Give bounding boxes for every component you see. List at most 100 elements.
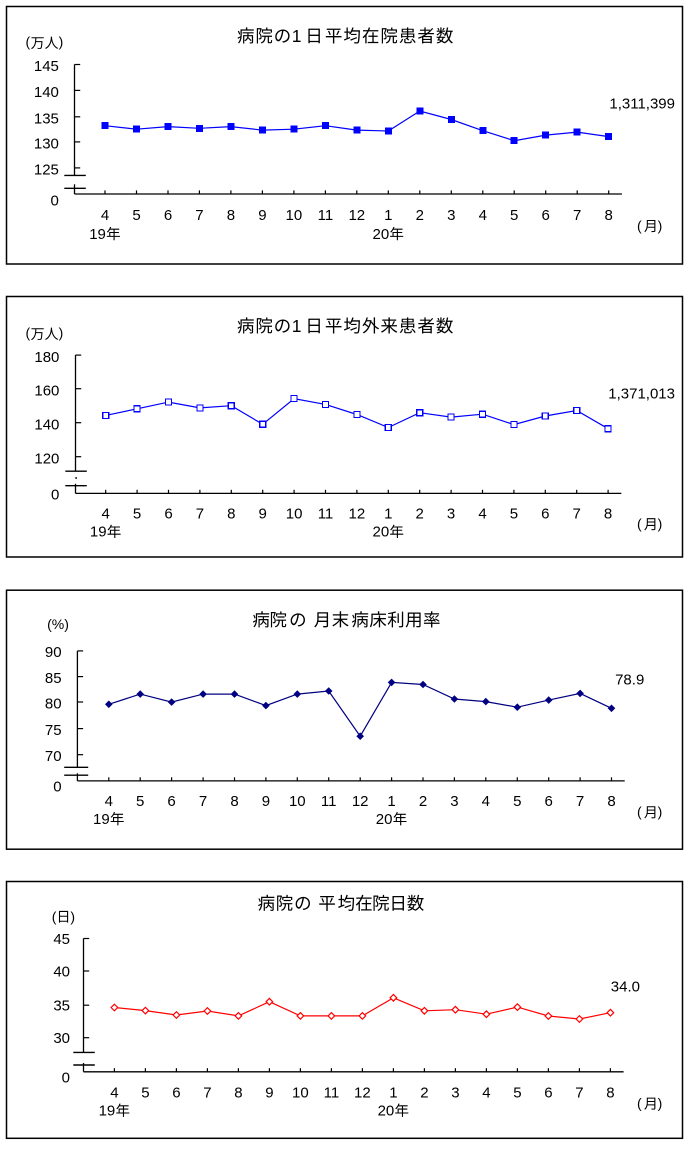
svg-text:20: 20 <box>373 226 390 243</box>
svg-text:9: 9 <box>265 1084 273 1101</box>
svg-text:9: 9 <box>262 793 270 810</box>
svg-text:20: 20 <box>373 524 390 541</box>
svg-text:(: ( <box>637 804 642 820</box>
svg-text:140: 140 <box>34 416 59 433</box>
svg-text:0: 0 <box>51 193 59 210</box>
svg-text:): ) <box>658 217 663 233</box>
svg-text:45: 45 <box>53 931 70 948</box>
svg-text:7: 7 <box>199 793 207 810</box>
svg-text:5: 5 <box>513 793 521 810</box>
svg-text:6: 6 <box>164 207 172 224</box>
svg-text:3: 3 <box>450 793 458 810</box>
svg-text:6: 6 <box>542 207 550 224</box>
svg-text:1: 1 <box>389 1084 397 1101</box>
svg-text:11: 11 <box>318 505 334 522</box>
svg-text:80: 80 <box>45 695 62 712</box>
svg-text:20: 20 <box>376 811 393 828</box>
svg-text:8: 8 <box>227 207 235 224</box>
svg-text:(: ( <box>52 909 57 925</box>
svg-text:5: 5 <box>510 505 518 522</box>
svg-text:130: 130 <box>34 136 59 153</box>
svg-text:5: 5 <box>141 1084 149 1101</box>
svg-text:8: 8 <box>607 793 615 810</box>
svg-text:): ) <box>658 1095 663 1111</box>
svg-text:1: 1 <box>384 505 392 522</box>
svg-text:120: 120 <box>34 450 59 467</box>
svg-text:9: 9 <box>258 207 266 224</box>
svg-text:12: 12 <box>352 793 369 810</box>
svg-text:7: 7 <box>203 1084 211 1101</box>
svg-text:(: ( <box>637 516 642 532</box>
svg-text:1: 1 <box>292 316 302 336</box>
svg-text:8: 8 <box>606 1084 614 1101</box>
svg-text:): ) <box>658 516 663 532</box>
svg-text:4: 4 <box>482 1084 490 1101</box>
svg-text:(: ( <box>637 1095 642 1111</box>
svg-text:8: 8 <box>234 1084 242 1101</box>
svg-text:4: 4 <box>482 793 490 810</box>
svg-text:12: 12 <box>354 1084 371 1101</box>
svg-text:10: 10 <box>289 793 306 810</box>
svg-text:3: 3 <box>447 207 455 224</box>
svg-text:160: 160 <box>34 382 59 399</box>
svg-text:11: 11 <box>321 793 337 810</box>
svg-text:70: 70 <box>45 748 62 765</box>
svg-text:9: 9 <box>259 505 267 522</box>
svg-text:11: 11 <box>318 207 334 224</box>
svg-text:1: 1 <box>387 793 395 810</box>
svg-text:): ) <box>70 909 75 925</box>
svg-text:12: 12 <box>349 505 366 522</box>
svg-text:140: 140 <box>34 84 59 101</box>
svg-text:(%): (%) <box>47 616 69 632</box>
svg-text:4: 4 <box>479 207 487 224</box>
svg-text:7: 7 <box>195 207 203 224</box>
svg-text:4: 4 <box>101 207 109 224</box>
svg-text:135: 135 <box>34 111 59 128</box>
svg-text:5: 5 <box>136 793 144 810</box>
svg-text:10: 10 <box>286 505 303 522</box>
svg-text:19: 19 <box>89 226 106 243</box>
svg-text:1,311,399: 1,311,399 <box>609 96 675 113</box>
svg-text:1: 1 <box>292 26 302 46</box>
svg-text:3: 3 <box>447 505 455 522</box>
svg-text:): ) <box>59 33 64 49</box>
svg-text:1: 1 <box>384 207 392 224</box>
svg-text:0: 0 <box>53 779 61 796</box>
svg-text:0: 0 <box>62 1069 70 1086</box>
svg-text:85: 85 <box>45 670 62 687</box>
svg-text:12: 12 <box>348 207 365 224</box>
svg-text:7: 7 <box>573 207 581 224</box>
svg-text:5: 5 <box>133 505 141 522</box>
svg-text:): ) <box>59 324 64 340</box>
svg-text:(: ( <box>637 217 642 233</box>
svg-text:30: 30 <box>53 1030 70 1047</box>
svg-text:8: 8 <box>227 505 235 522</box>
svg-text:2: 2 <box>416 207 424 224</box>
svg-text:4: 4 <box>105 793 113 810</box>
svg-text:4: 4 <box>102 505 110 522</box>
svg-text:5: 5 <box>510 207 518 224</box>
svg-text:(: ( <box>26 33 31 49</box>
svg-text:4: 4 <box>110 1084 118 1101</box>
svg-text:7: 7 <box>573 505 581 522</box>
svg-text:90: 90 <box>45 644 62 661</box>
svg-text:180: 180 <box>34 349 59 366</box>
svg-text:4: 4 <box>478 505 486 522</box>
svg-text:20: 20 <box>378 1102 395 1119</box>
svg-text:78.9: 78.9 <box>615 671 644 688</box>
svg-text:10: 10 <box>286 207 303 224</box>
svg-text:35: 35 <box>53 998 70 1015</box>
svg-text:34.0: 34.0 <box>611 979 640 996</box>
svg-text:145: 145 <box>34 58 59 75</box>
svg-text:7: 7 <box>576 793 584 810</box>
svg-text:8: 8 <box>230 793 238 810</box>
svg-text:5: 5 <box>132 207 140 224</box>
svg-text:75: 75 <box>45 722 62 739</box>
svg-text:19: 19 <box>93 811 110 828</box>
svg-text:6: 6 <box>167 793 175 810</box>
svg-text:8: 8 <box>605 207 613 224</box>
svg-text:0: 0 <box>51 487 59 504</box>
svg-text:11: 11 <box>324 1084 340 1101</box>
svg-text:7: 7 <box>575 1084 583 1101</box>
svg-text:6: 6 <box>545 793 553 810</box>
